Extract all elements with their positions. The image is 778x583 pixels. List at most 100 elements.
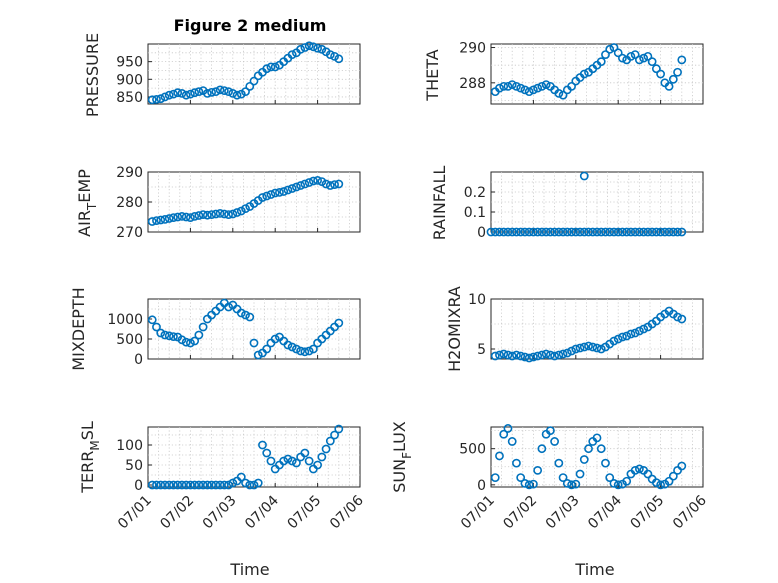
- data-point-h2omixra: [613, 334, 623, 344]
- ylabel-mixdepth: MIXDEPTH: [69, 287, 88, 370]
- ytick-label-sun-flux: 500: [459, 442, 486, 458]
- axes-theta: 288 290: [459, 41, 704, 105]
- data-point-rainfall: [613, 227, 623, 237]
- data-point-pressure: [169, 89, 178, 99]
- data-point-theta: [596, 57, 606, 67]
- data-point-rainfall: [516, 227, 526, 237]
- data-point-mixdepth: [253, 350, 263, 360]
- data-point-theta: [668, 74, 678, 84]
- data-point-terr-msl: [321, 444, 331, 454]
- data-point-terr-msl: [156, 480, 166, 490]
- data-point-h2omixra: [520, 352, 530, 362]
- data-point-theta: [677, 55, 687, 65]
- data-point-terr-msl: [164, 480, 174, 490]
- xtick-label-terr-msl: 07/01: [115, 493, 155, 533]
- panel-h2omixra: H2OMIXRA: [445, 286, 464, 372]
- data-point-mixdepth: [304, 346, 314, 356]
- data-point-rainfall: [529, 227, 538, 237]
- data-point-sun-flux: [537, 444, 547, 454]
- data-point-sun-flux: [503, 424, 513, 433]
- data-point-mixdepth: [190, 336, 200, 346]
- data-point-air-temp: [185, 213, 195, 222]
- panel-theta: THETA: [423, 49, 442, 101]
- data-point-theta: [533, 83, 543, 93]
- data-point-sun-flux: [516, 473, 526, 483]
- data-point-theta: [524, 87, 534, 97]
- data-point-air-temp: [275, 187, 284, 197]
- series-air-temp: [147, 175, 344, 226]
- ytick-label-mixdepth: 500: [116, 332, 143, 348]
- ytick-label-pressure: 950: [116, 55, 143, 71]
- data-point-rainfall: [584, 227, 593, 237]
- data-point-rainfall: [562, 227, 572, 237]
- data-point-air-temp: [334, 179, 344, 189]
- axes-box-sun-flux: [490, 426, 704, 488]
- data-point-sun-flux: [558, 473, 568, 483]
- data-point-pressure: [232, 90, 242, 100]
- ytick-label-rainfall: 0: [477, 225, 486, 241]
- data-point-mixdepth: [287, 342, 297, 352]
- data-point-mixdepth: [185, 338, 195, 348]
- ylabel-pressure: PRESSURE: [83, 33, 102, 117]
- data-point-theta: [643, 51, 653, 61]
- data-point-air-temp: [283, 185, 293, 195]
- data-point-sun-flux: [571, 479, 581, 489]
- ylabel-air-temp-base: AIR: [75, 210, 94, 237]
- series-terr-msl: [147, 424, 344, 490]
- ylabel-terr-msl: TERRMSL: [78, 421, 102, 494]
- data-point-terr-msl: [190, 480, 200, 490]
- data-point-theta: [529, 85, 538, 95]
- data-point-h2omixra: [516, 351, 526, 361]
- data-point-terr-msl: [160, 480, 170, 490]
- data-point-terr-msl: [224, 480, 233, 490]
- data-point-terr-msl: [262, 448, 272, 458]
- data-point-rainfall: [579, 171, 589, 181]
- ylabel-terr-msl-sub: M: [88, 440, 102, 450]
- data-point-mixdepth: [194, 330, 204, 340]
- data-point-theta: [537, 81, 547, 91]
- data-point-pressure: [313, 43, 322, 53]
- data-point-pressure: [164, 90, 174, 100]
- ylabel-terr-msl-rest: SL: [78, 421, 97, 440]
- data-point-air-temp: [321, 179, 331, 189]
- data-point-sun-flux: [579, 455, 589, 464]
- xtick-label-sun-flux: 07/04: [585, 492, 625, 532]
- data-point-pressure: [224, 87, 233, 97]
- ytick-label-terr-msl: 50: [125, 458, 143, 474]
- data-point-terr-msl: [147, 480, 157, 490]
- data-point-air-temp: [181, 212, 191, 222]
- data-point-sun-flux: [656, 480, 665, 490]
- data-point-rainfall: [512, 227, 521, 237]
- data-point-pressure: [300, 43, 310, 52]
- data-point-mixdepth: [152, 322, 161, 332]
- data-point-mixdepth: [181, 337, 191, 347]
- data-point-rainfall: [490, 227, 500, 237]
- data-point-sun-flux: [635, 464, 644, 474]
- data-point-terr-msl: [334, 424, 344, 434]
- data-point-terr-msl: [279, 456, 289, 466]
- ytick-label-air-temp: 280: [116, 195, 143, 211]
- ylabel-terr-msl-base: TERR: [78, 451, 97, 494]
- data-point-pressure: [211, 87, 221, 97]
- ytick-label-rainfall: 0.2: [464, 185, 486, 201]
- ytick-label-pressure: 850: [116, 90, 143, 106]
- ylabel-sun-flux: SUNFLUX: [390, 421, 414, 493]
- panel-pressure: PRESSURE: [83, 33, 102, 117]
- data-point-h2omixra: [626, 329, 636, 339]
- data-point-theta: [520, 85, 530, 95]
- data-point-h2omixra: [558, 349, 568, 359]
- data-point-pressure: [177, 89, 187, 98]
- data-point-rainfall: [558, 227, 568, 237]
- data-point-sun-flux: [668, 471, 678, 481]
- data-point-theta: [605, 44, 615, 54]
- panel-mixdepth: MIXDEPTH: [69, 287, 88, 370]
- data-point-air-temp: [156, 215, 166, 225]
- data-point-air-temp: [211, 209, 221, 219]
- xtick-label-terr-msl: 07/02: [157, 493, 197, 533]
- data-point-rainfall: [630, 227, 640, 237]
- data-point-h2omixra: [584, 341, 593, 351]
- xtick-label-sun-flux: 07/06: [670, 492, 710, 532]
- axes-terr-msl: 0 50 100 07/01 07/02 07/03 07/04 07/05 07/06: [115, 424, 367, 533]
- ytick-label-mixdepth: 1000: [107, 312, 143, 328]
- series-pressure: [147, 41, 344, 105]
